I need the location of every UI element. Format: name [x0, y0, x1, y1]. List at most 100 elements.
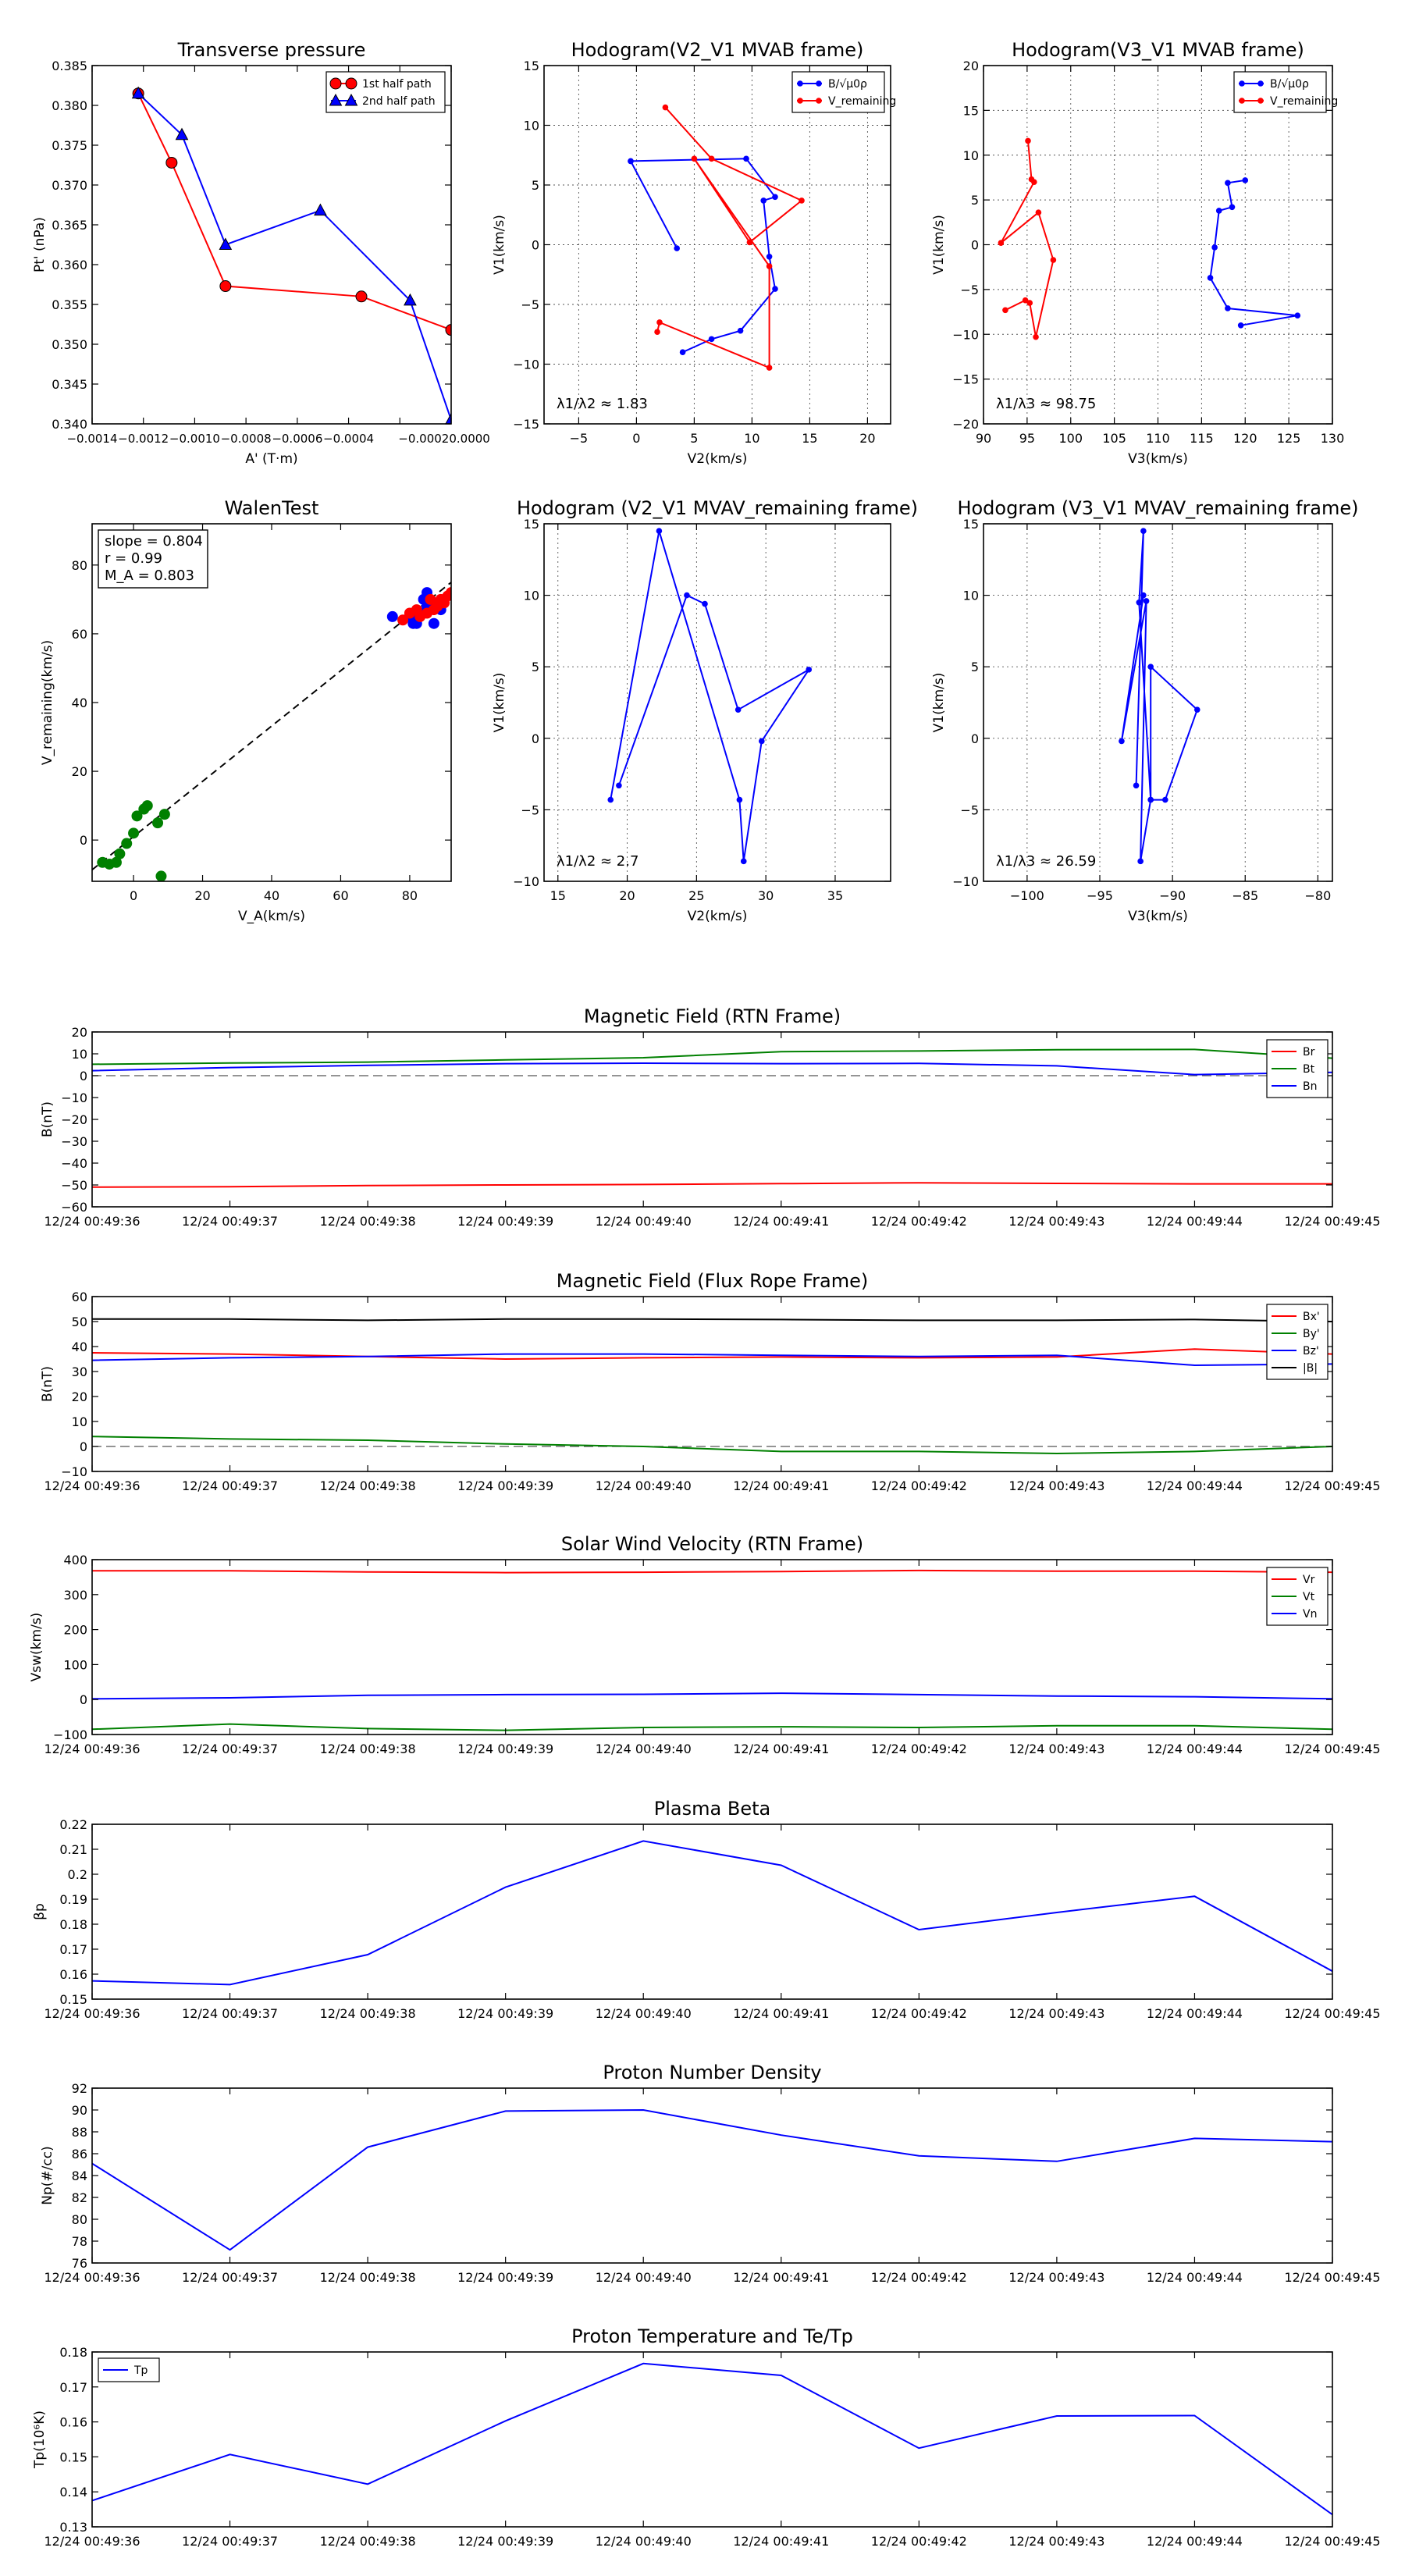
h2-xtick-label: 90: [976, 431, 991, 446]
mf_rtn-legend-label: Br: [1303, 1046, 1315, 1059]
np-chart: 12/24 00:49:36 12/24 00:49:37 12/24 00:49:…: [40, 2062, 1381, 2285]
h2-ytick-label: 15: [963, 103, 979, 118]
sw-xtick-label: 12/24 00:49:41: [733, 1742, 829, 1756]
walen-fit-line: [92, 582, 451, 871]
mf_fr-ytick-label: 10: [72, 1414, 87, 1429]
tp-ytick-label: 0.340: [52, 417, 87, 432]
mf_rtn-ytick-label: 0: [80, 1069, 87, 1083]
tp-ytick-label: 0.370: [52, 178, 87, 193]
walen-chart: 0 20 40 60 80 0 20 40 60 80 WalenTest V_A(km/s) V_re…: [40, 497, 452, 924]
np-xtick-label: 12/24 00:49:40: [596, 2270, 692, 2285]
walen-xtick-label: 20: [194, 888, 210, 903]
h4-annotation: λ1/λ3 ≈ 26.59: [996, 853, 1096, 870]
walen-ytick-label: 0: [80, 833, 87, 848]
h1-ytick-label: 0: [532, 238, 539, 253]
mf_rtn-ytick-label: −40: [61, 1156, 87, 1171]
mf_fr-title: Magnetic Field (Flux Rope Frame): [557, 1270, 868, 1292]
tp-ytick-label: 0.375: [52, 138, 87, 153]
h4-point-0-8: [1137, 858, 1144, 865]
h4-xtick-label: −85: [1232, 888, 1258, 903]
mf_rtn-series-group: [92, 1048, 1332, 1188]
h2-legend-marker: [1257, 98, 1264, 104]
sw-series-group: [92, 1569, 1332, 1731]
h2-legend-marker: [1239, 80, 1245, 87]
mf_rtn-chart: 12/24 00:49:36 12/24 00:49:37 12/24 00:49:…: [40, 1005, 1381, 1229]
sw-series-line-0: [92, 1569, 1332, 1574]
mf_rtn-ytick-label: −60: [61, 1200, 87, 1215]
tp-ytick-label: 0.385: [52, 59, 87, 73]
h4-point-0-5: [1193, 706, 1200, 713]
np-ytick-label: 80: [72, 2212, 87, 2227]
tp2-xtick-label: 12/24 00:49:42: [871, 2534, 967, 2549]
h2-point-1-5: [1050, 257, 1057, 263]
h2-ylabel: V1(km/s): [931, 215, 947, 275]
mf_rtn-ylabel: B(nT): [40, 1101, 55, 1137]
h1-ylabel: V1(km/s): [492, 215, 507, 275]
h4-frame: [983, 523, 1333, 882]
walen-xtick-label: 80: [402, 888, 418, 903]
h1-ytick-label: −15: [513, 417, 539, 432]
tp-ytick-label: 0.365: [52, 218, 87, 233]
sw-series-line-1: [92, 1723, 1332, 1731]
mf_rtn-xtick-label: 12/24 00:49:38: [320, 1214, 416, 1229]
h2-legend-frame: [1233, 71, 1327, 113]
h1-ytick-label: 15: [524, 59, 539, 73]
tp2-xtick-label: 12/24 00:49:44: [1147, 2534, 1243, 2549]
tp-point-1-2: [219, 237, 233, 250]
mf_fr-chart: 12/24 00:49:36 12/24 00:49:37 12/24 00:49:…: [40, 1270, 1381, 1493]
tp2-ytick-label: 0.17: [59, 2380, 87, 2395]
h4-point-0-4: [1162, 796, 1168, 803]
tp-ytick-label: 0.350: [52, 337, 87, 352]
mf_rtn-xtick-label: 12/24 00:49:43: [1008, 1214, 1104, 1229]
mf_fr-series-line-1: [92, 1436, 1332, 1455]
h1-point-0-3: [760, 197, 767, 204]
sw-legend: Vr Vt Vn: [1266, 1567, 1329, 1626]
np-ytick-label: 82: [72, 2190, 87, 2205]
tp-xlabel: A' (T·m): [245, 451, 297, 467]
h1-xtick-label: −5: [570, 431, 589, 446]
h2-point-1-7: [1026, 300, 1033, 306]
beta-xtick-label: 12/24 00:49:39: [457, 2006, 553, 2021]
h4-point-0-6: [1147, 664, 1154, 670]
h4-series-group: [1119, 528, 1200, 865]
mf_rtn-ytick-label: 20: [72, 1025, 87, 1040]
walen-xtick-label: 40: [264, 888, 279, 903]
h1-legend-marker: [816, 80, 822, 87]
walen-point-0-3: [114, 848, 126, 859]
h1-point-1-1: [708, 155, 715, 162]
mf_rtn-xtick-label: 12/24 00:49:42: [871, 1214, 967, 1229]
h1-series-group: [628, 104, 805, 371]
sw-legend-label: Vr: [1303, 1574, 1315, 1586]
h4-point-0-9: [1143, 598, 1150, 604]
tp-ytick-label: 0.355: [52, 297, 87, 312]
walen-fit-group: [92, 582, 451, 871]
tp2-xtick-label: 12/24 00:49:39: [457, 2534, 553, 2549]
h2-legend-label: B/√μ0ρ: [1270, 78, 1309, 91]
np-ytick-label: 90: [72, 2103, 87, 2118]
sw-xtick-label: 12/24 00:49:39: [457, 1742, 553, 1756]
tp-series-line-1: [137, 92, 451, 421]
sw-xtick-label: 12/24 00:49:40: [596, 1742, 692, 1756]
beta-ytick-label: 0.16: [59, 1967, 87, 1982]
h3-ylabel: V1(km/s): [492, 673, 507, 733]
mf_rtn-title: Magnetic Field (RTN Frame): [584, 1005, 841, 1027]
h3-ytick-label: 10: [524, 589, 539, 603]
tp2-title: Proton Temperature and Te/Tp: [571, 2325, 853, 2347]
h2-point-0-5: [1207, 275, 1214, 281]
h4-xtick-label: −80: [1304, 888, 1331, 903]
beta-ytick-label: 0.22: [59, 1817, 87, 1832]
np-xtick-label: 12/24 00:49:39: [457, 2270, 553, 2285]
mf_rtn-ytick-label: −30: [61, 1134, 87, 1149]
walen-point-0-2: [110, 856, 122, 868]
h3-xtick-label: 15: [550, 888, 566, 903]
walen-point-2-0: [397, 614, 409, 626]
mf_fr-ylabel: B(nT): [40, 1366, 55, 1402]
h2-xtick-label: 100: [1058, 431, 1083, 446]
mf_rtn-frame: [91, 1031, 1333, 1208]
tp2-ytick-label: 0.15: [59, 2450, 87, 2464]
mf_rtn-ytick-label: −20: [61, 1112, 87, 1127]
h2-point-1-2: [1031, 179, 1037, 185]
tp-point-1-3: [314, 203, 327, 216]
